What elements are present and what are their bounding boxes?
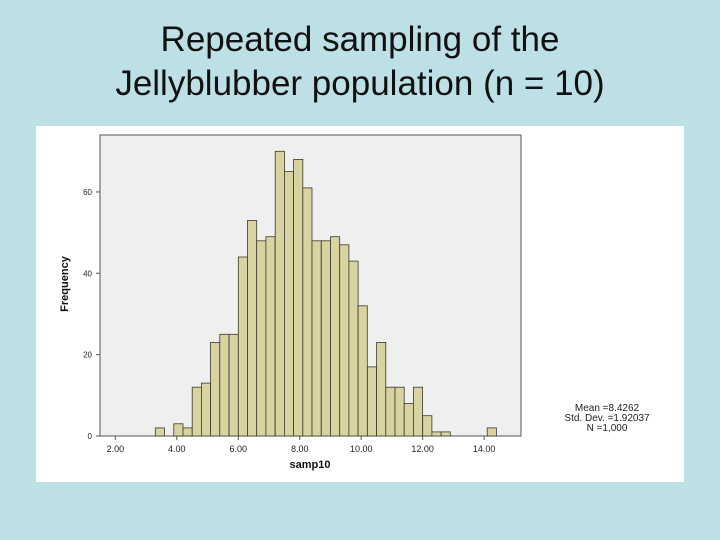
stats-box: Mean =8.4262 Std. Dev. =1.92037 N =1,000: [547, 404, 667, 434]
stats-std-dev: Std. Dev. =1.92037: [564, 413, 650, 424]
x-tick-label: 2.00: [107, 444, 125, 454]
chart-panel: 2.00 4.00 6.00 8.00 10.00 12.00 14.00 0 20 40 60 …: [36, 126, 684, 482]
x-tick-label: 8.00: [291, 444, 309, 454]
histogram-bar: [219, 333, 230, 437]
y-tick-label: 40: [83, 269, 92, 278]
histogram-chart: 2.00 4.00 6.00 8.00 10.00 12.00 14.00 0204060 …: [59, 134, 522, 471]
y-tick-label: 60: [83, 188, 92, 197]
stats-n: N =1,000: [586, 423, 628, 434]
histogram-bar: [385, 386, 396, 437]
histogram-bar: [173, 423, 184, 437]
histogram-bar: [422, 415, 433, 437]
histogram-bar: [182, 427, 193, 437]
x-tick-label: 10.00: [350, 444, 373, 454]
histogram-bar: [376, 341, 387, 437]
histogram-bar: [274, 150, 285, 437]
histogram-bar: [348, 260, 359, 437]
histogram-bar: [191, 386, 202, 437]
histogram-bar: [256, 240, 267, 437]
histogram-bar: [486, 427, 497, 437]
histogram-bar: [357, 305, 368, 437]
histogram-bar: [412, 386, 423, 437]
x-tick-label: 12.00: [411, 444, 434, 454]
y-tick-label: 0: [88, 432, 93, 441]
y-ticks-group: 0 20 40 60: [83, 188, 100, 441]
histogram-bar: [440, 431, 451, 437]
x-tick-label: 6.00: [230, 444, 248, 454]
histogram-bar: [247, 220, 258, 437]
slide-title: Repeated sampling of the Jellyblubber po…: [0, 18, 720, 106]
histogram-bar: [228, 333, 239, 437]
histogram-bar: [210, 341, 221, 437]
slide-title-line1: Repeated sampling of the: [160, 20, 560, 59]
histogram-bar: [237, 256, 248, 437]
x-tick-label: 4.00: [168, 444, 186, 454]
slide-title-line2: Jellyblubber population (n = 10): [115, 64, 605, 103]
x-ticks-group: 2.00 4.00 6.00 8.00 10.00 12.00 14.00: [107, 436, 496, 454]
y-axis-label: Frequency: [59, 255, 71, 312]
histogram-bar: [200, 382, 211, 437]
histogram-bar: [403, 403, 414, 437]
histogram-bar: [283, 171, 294, 437]
stats-mean: Mean =8.4262: [574, 403, 640, 414]
histogram-bar: [431, 431, 442, 437]
x-tick-label: 14.00: [473, 444, 496, 454]
histogram-bar: [339, 244, 350, 437]
bars-group: [154, 150, 497, 437]
histogram-bar: [302, 187, 313, 437]
histogram-bar: [311, 240, 322, 437]
histogram-bar: [293, 159, 304, 437]
y-tick-label: 20: [83, 351, 92, 360]
histogram-bar: [154, 427, 165, 437]
x-axis-label: samp10: [290, 459, 331, 471]
histogram-bar: [366, 366, 377, 437]
histogram-bar: [265, 236, 276, 437]
histogram-bar: [320, 240, 331, 437]
histogram-bar: [330, 236, 341, 437]
histogram-bar: [394, 386, 405, 437]
